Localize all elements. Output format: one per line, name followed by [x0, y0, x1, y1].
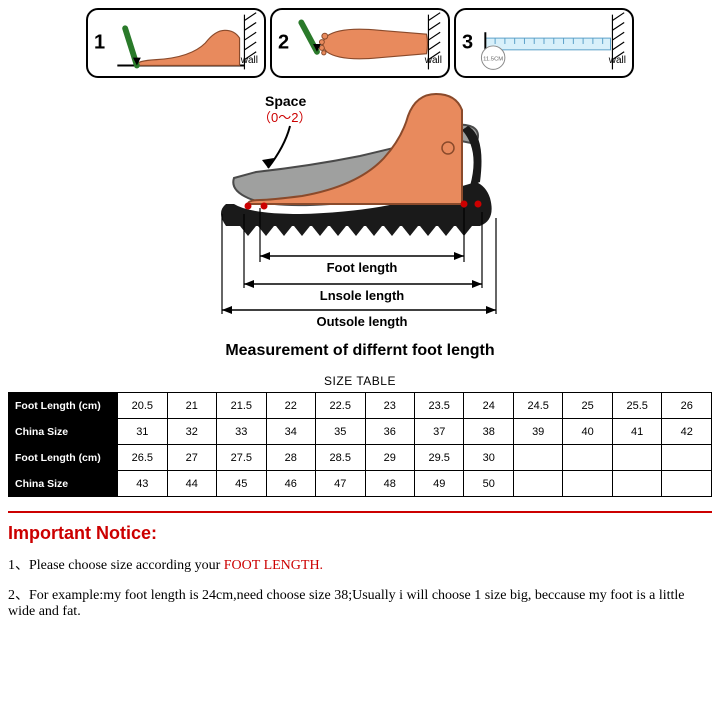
row-header: China Size — [9, 419, 118, 445]
divider — [8, 511, 712, 513]
step-box-2: 2 wall — [270, 8, 450, 78]
measurement-title: Measurement of differnt foot length — [0, 342, 720, 360]
foot-length-emphasis: FOOT LENGTH. — [224, 558, 323, 573]
step-number: 1 — [94, 32, 105, 55]
space-range: （0～2） — [258, 110, 311, 125]
notice-line-1: 1、Please choose size according your FOOT… — [8, 554, 712, 574]
row-header: Foot Length (cm) — [9, 393, 118, 419]
foot-length-label: Foot length — [327, 260, 398, 275]
notice-line-2: 2、For example:my foot length is 24cm,nee… — [8, 584, 712, 620]
row-header: Foot Length (cm) — [9, 445, 118, 471]
insole-length-label: Lnsole length — [320, 288, 405, 303]
step-number: 2 — [278, 32, 289, 55]
table-row: Foot Length (cm) 20.5 21 21.5 22 22.5 23… — [9, 393, 712, 419]
space-label: Space — [265, 93, 306, 109]
row-header: China Size — [9, 471, 118, 497]
measure-value: 11.5CM — [483, 57, 503, 63]
wall-label: wall — [425, 55, 442, 66]
table-row: China Size 43 44 45 46 47 48 49 50 — [9, 471, 712, 497]
step2-illustration — [272, 8, 448, 78]
step-box-1: 1 wall — [86, 8, 266, 78]
measurement-steps-row: 1 wall 2 — [0, 0, 720, 78]
size-table-caption: SIZE TABLE — [8, 370, 712, 392]
important-notice-title: Important Notice: — [8, 523, 712, 544]
table-row: China Size 31 32 33 34 35 36 37 38 39 40… — [9, 419, 712, 445]
table-row: Foot Length (cm) 26.5 27 27.5 28 28.5 29… — [9, 445, 712, 471]
foot-measurement-diagram: Space （0～2） — [130, 86, 590, 336]
step-number: 3 — [462, 32, 473, 55]
step3-illustration: 11.5CM — [456, 8, 632, 78]
size-table: SIZE TABLE Foot Length (cm) 20.5 21 21.5… — [8, 370, 712, 497]
step-box-3: 3 — [454, 8, 634, 78]
wall-label: wall — [241, 55, 258, 66]
outsole-length-label: Outsole length — [317, 314, 408, 329]
wall-label: wall — [609, 55, 626, 66]
step1-illustration — [88, 8, 264, 78]
